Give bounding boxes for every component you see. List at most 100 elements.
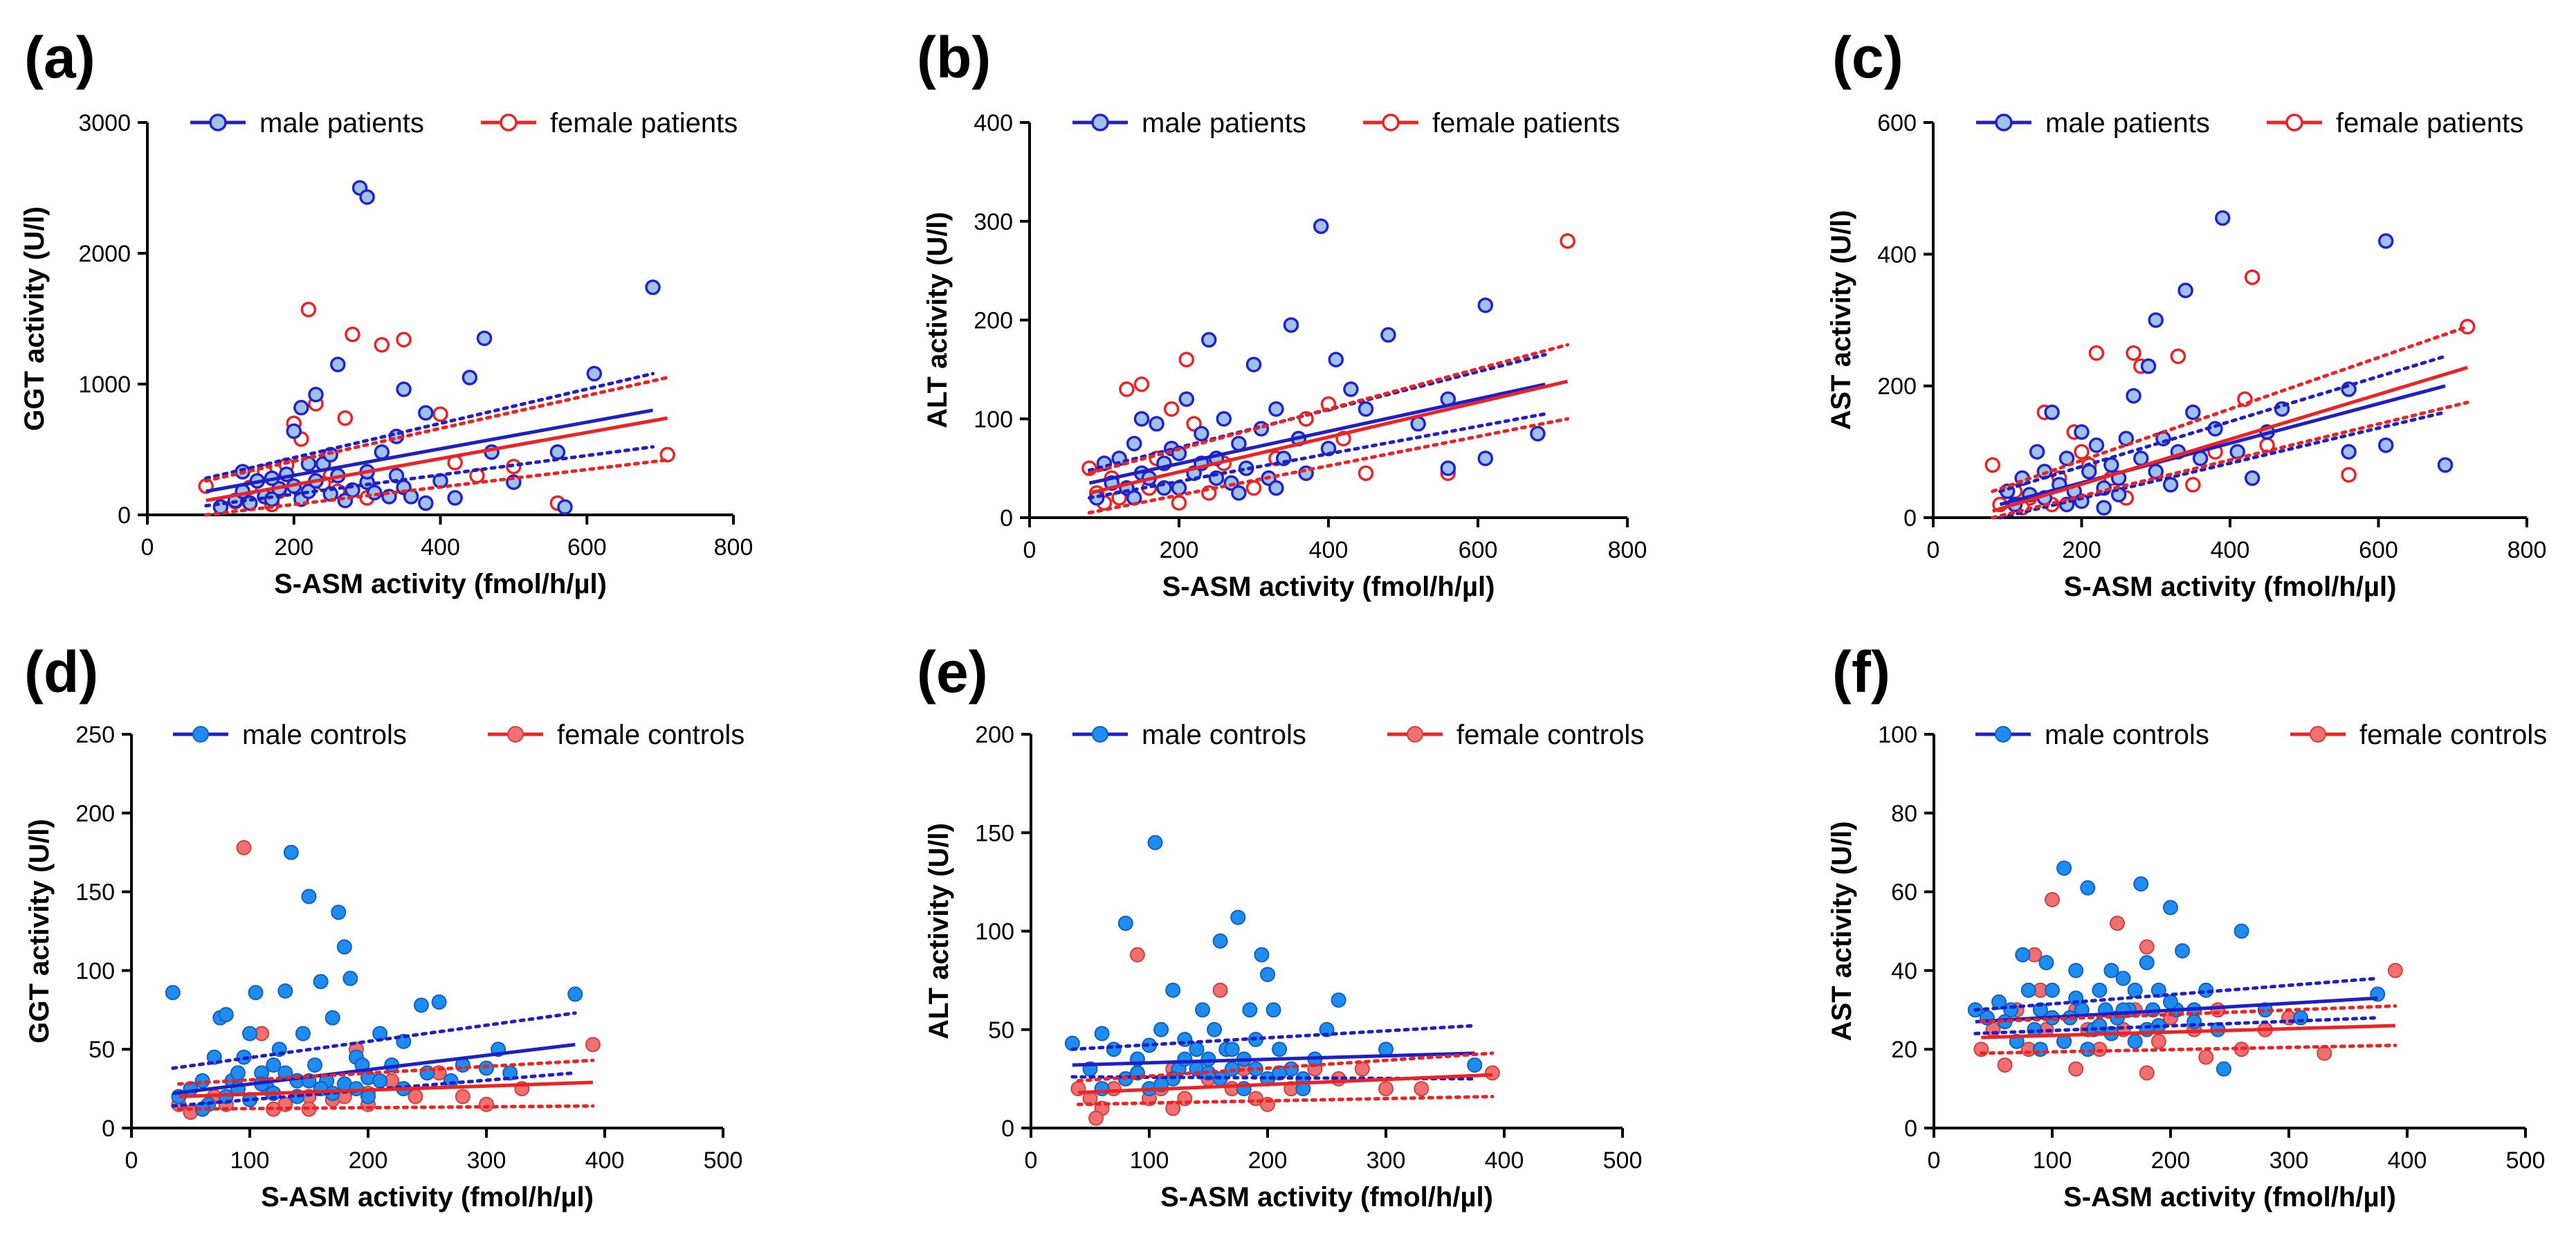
x-tick-label: 200 — [2151, 1147, 2191, 1174]
male-data-point — [2185, 404, 2201, 420]
male-data-point — [1224, 1042, 1240, 1057]
female-data-point — [2341, 466, 2357, 483]
x-tick-label: 100 — [230, 1147, 270, 1174]
male-data-point — [313, 974, 329, 990]
male-data-point — [2163, 900, 2178, 916]
male-data-point — [1147, 835, 1163, 851]
y-axis-title: ALT activity (U/l) — [922, 212, 953, 428]
x-axis-title: S-ASM activity (fmol/h/µl) — [2063, 1182, 2396, 1212]
y-axis-title: AST activity (U/l) — [1827, 821, 1857, 1042]
female-data-point — [1133, 376, 1150, 392]
male-data-point — [2015, 947, 2031, 963]
x-axis-title: S-ASM activity (fmol/h/µl) — [1162, 572, 1495, 602]
male-data-point — [1268, 401, 1284, 417]
male-data-point — [2377, 233, 2394, 249]
female-ci-upper-line — [204, 376, 670, 483]
x-axis-title: S-ASM activity (fmol/h/µl) — [2064, 572, 2397, 602]
x-tick-label: 500 — [2506, 1147, 2546, 1174]
female-regression-line — [1078, 1073, 1493, 1095]
male-regression-line — [1088, 382, 1546, 485]
female-data-point — [1358, 465, 1374, 482]
male-data-point — [1245, 356, 1262, 372]
legend-label: female patients — [550, 108, 738, 138]
male-data-point — [1530, 426, 1546, 442]
male-data-point — [1467, 1057, 1483, 1073]
female-data-point — [1129, 947, 1145, 963]
panel-letter: (d) — [24, 639, 98, 705]
panel-e: (e) 0 100 200 300 400 500 0 50 100 150 200 S-ASM act… — [917, 639, 1644, 1212]
female-data-point — [396, 331, 412, 347]
female-data-point — [1984, 457, 2001, 473]
male-data-point — [2058, 451, 2075, 466]
male-data-point — [2148, 464, 2164, 480]
y-tick-label: 200 — [75, 801, 115, 827]
legend-male: male patients — [1976, 108, 2210, 138]
female-ci-upper-line — [1991, 325, 2469, 493]
legend-label: male patients — [259, 108, 424, 138]
male-data-point — [2244, 470, 2260, 487]
male-ci-upper-line — [1973, 976, 2379, 1012]
x-tick-label: 800 — [714, 534, 753, 561]
female-data-point — [337, 410, 354, 426]
male-data-point — [2115, 970, 2131, 986]
male-data-point — [1153, 1021, 1169, 1037]
panel-d: (d) 0 100 200 300 400 500 0 50 100 150 200 250 S-ASM … — [24, 639, 745, 1212]
male-data-point — [2133, 451, 2149, 466]
female-ci-lower-line — [1087, 417, 1570, 515]
female-data-point — [1119, 381, 1135, 397]
female-data-point — [2170, 348, 2186, 365]
female-data-point — [2068, 1061, 2084, 1077]
male-data-point — [2074, 424, 2090, 440]
male-data-point — [1440, 460, 1456, 476]
male-data-point — [1242, 1002, 1258, 1018]
male-data-point — [413, 997, 429, 1013]
panel-letter: (e) — [917, 639, 988, 705]
legend-label: female patients — [2336, 108, 2523, 138]
male-data-point — [1254, 947, 1270, 963]
panel-f: (f) 0 100 200 300 400 500 0 20 40 60 80 100 S-ASM act… — [1827, 639, 2547, 1212]
female-data-point — [659, 446, 675, 463]
x-axis-title: S-ASM activity (fmol/h/µl) — [274, 569, 607, 599]
legend-label: female controls — [1456, 720, 1644, 750]
male-data-point — [557, 499, 573, 515]
legend-label: female controls — [2359, 720, 2547, 750]
male-data-point — [2092, 982, 2108, 998]
male-data-point — [295, 1026, 311, 1042]
y-tick-label: 2000 — [78, 241, 131, 267]
female-regression-line — [179, 1080, 593, 1098]
x-tick-label: 800 — [1608, 537, 1647, 563]
male-data-point — [447, 490, 463, 506]
male-data-point — [1283, 317, 1299, 333]
male-data-point — [293, 399, 309, 416]
legend-male: male patients — [190, 108, 424, 138]
male-data-point — [1343, 381, 1359, 397]
y-tick-label: 0 — [1904, 1116, 1917, 1142]
x-tick-label: 500 — [704, 1147, 743, 1174]
female-data-point — [479, 1096, 494, 1112]
male-data-point — [342, 970, 358, 986]
male-data-point — [1328, 352, 1344, 367]
male-data-point — [586, 365, 603, 382]
y-tick-label: 150 — [75, 880, 115, 906]
female-ci-upper-line — [176, 1058, 595, 1086]
female-ci-lower-line — [176, 1104, 595, 1111]
male-data-point — [1212, 933, 1228, 949]
female-data-point — [2387, 963, 2403, 979]
male-data-point — [1272, 1042, 1288, 1057]
female-ci-upper-line — [1087, 343, 1570, 475]
y-tick-label: 60 — [1891, 880, 1917, 906]
y-axis-title: GGT activity (U/l) — [24, 819, 55, 1044]
male-ci-upper-line — [1998, 354, 2447, 493]
x-tick-label: 200 — [1248, 1147, 1288, 1174]
male-regression-line — [1072, 1051, 1475, 1067]
x-tick-label: 500 — [1603, 1147, 1643, 1174]
male-data-point — [1117, 916, 1133, 932]
x-tick-label: 600 — [2359, 537, 2398, 563]
male-data-point — [286, 423, 302, 439]
male-data-point — [359, 189, 375, 205]
female-data-point — [1354, 1061, 1370, 1077]
legend-label: male controls — [242, 720, 407, 750]
female-ci-upper-line — [1076, 1051, 1495, 1083]
male-data-point — [431, 994, 447, 1010]
x-tick-label: 0 — [1025, 1147, 1038, 1174]
